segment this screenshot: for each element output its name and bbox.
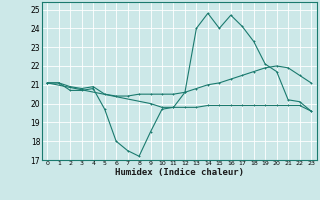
X-axis label: Humidex (Indice chaleur): Humidex (Indice chaleur) <box>115 168 244 177</box>
